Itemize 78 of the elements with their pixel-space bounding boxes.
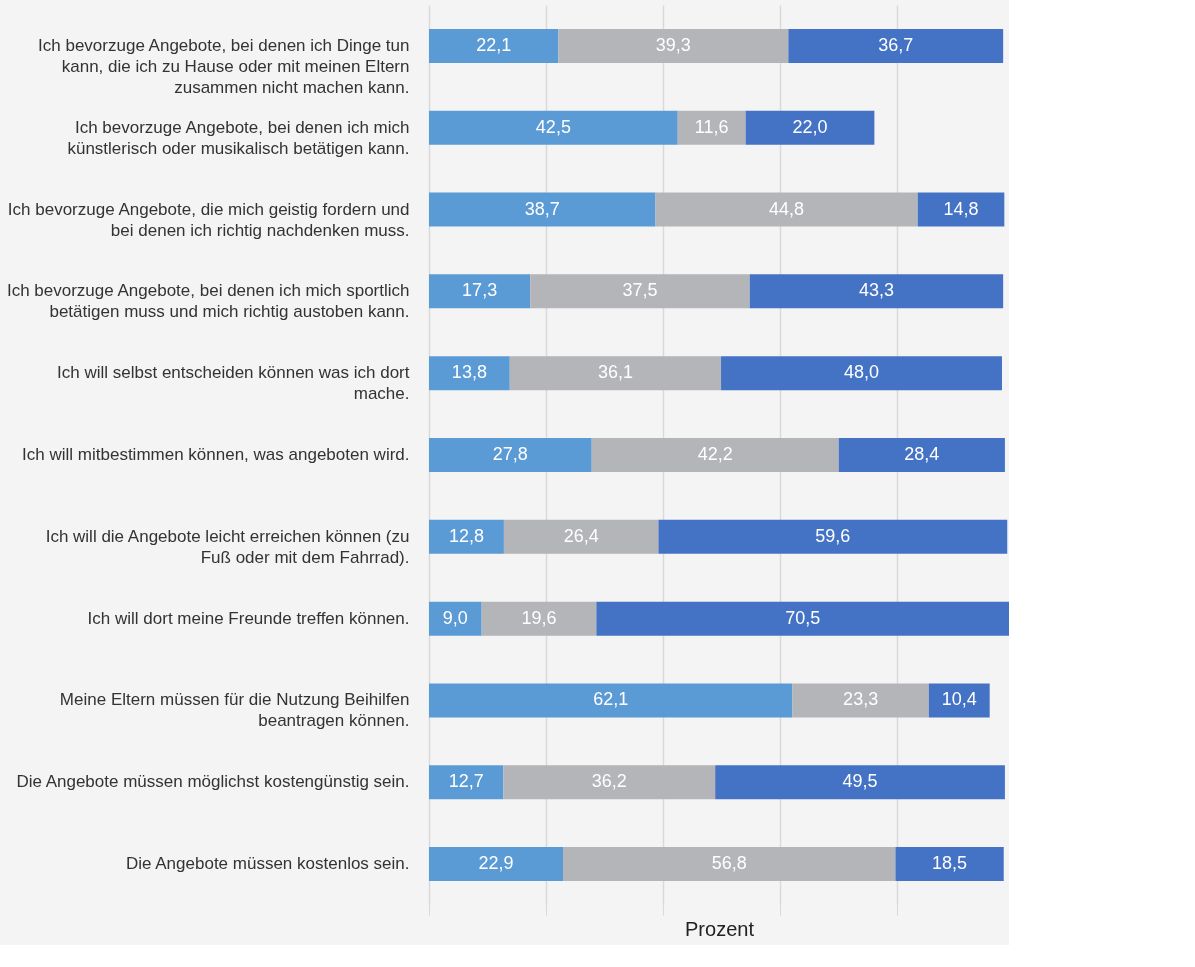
bar	[429, 683, 793, 718]
data-label: 23,3	[843, 689, 879, 710]
bar	[895, 847, 1004, 882]
bar	[596, 601, 1009, 636]
data-label: 70,5	[785, 607, 821, 628]
x-axis-title: Prozent	[685, 918, 755, 940]
bar	[503, 519, 659, 554]
data-label: 13,8	[451, 362, 487, 383]
data-label: 18,5	[932, 853, 968, 874]
data-label: 56,8	[711, 853, 747, 874]
data-label: 17,3	[462, 280, 498, 301]
bar	[429, 110, 678, 145]
data-label: 38,7	[524, 198, 560, 219]
bar	[429, 765, 504, 800]
data-label: 42,5	[535, 116, 571, 137]
data-label: 39,3	[655, 34, 691, 55]
bar	[792, 683, 929, 718]
y-tick-label: Ich will mitbestimmen können, was angeboten wird.	[22, 445, 410, 464]
bar	[749, 274, 1004, 309]
y-tick-label: Ich bevorzuge Angebote, bei denen ich mich künstlerisch oder musikalisch betätigen kann.	[67, 117, 410, 158]
data-label: 12,7	[448, 771, 484, 792]
data-label: 22,9	[478, 853, 514, 874]
bar	[429, 28, 559, 63]
bar	[429, 192, 656, 227]
y-tick-label: Ich bevorzuge Angebote, bei denen ich Dinge tun kann, die ich zu Hause oder mit meinen Eltern zusammen nicht machen kann.	[38, 35, 410, 97]
data-label: 22,1	[476, 34, 512, 55]
data-label: 12,8	[448, 525, 484, 546]
y-tick-label: Die Angebote müssen möglichst kostengünstig sein.	[16, 772, 410, 792]
y-tick-label: Ich will die Angebote leicht erreichen können (zu Fuß oder mit dem Fahrrad).	[45, 526, 410, 567]
bar	[928, 683, 990, 718]
y-tick-label: Ich will selbst entscheiden können was ich dort mache.	[57, 363, 410, 404]
data-label: 11,6	[694, 116, 729, 137]
y-tick-label: Ich bevorzuge Angebote, bei denen ich mich sportlich betätigen muss und mich richtig austoben kann.	[6, 281, 410, 322]
bar	[677, 110, 746, 145]
data-label: 36,7	[878, 34, 914, 55]
data-label: 36,2	[591, 771, 627, 792]
data-label: 22,0	[792, 116, 828, 137]
bar	[530, 274, 750, 309]
data-label: 62,1	[593, 689, 629, 710]
bar	[429, 601, 482, 636]
data-label: 9,0	[442, 607, 468, 628]
data-label: 36,1	[597, 362, 633, 383]
data-label: 14,8	[943, 198, 979, 219]
bar	[715, 765, 1005, 800]
bar	[481, 601, 597, 636]
bar	[503, 765, 716, 800]
data-label: 19,6	[521, 607, 557, 628]
data-label: 48,0	[843, 362, 880, 383]
bar	[429, 438, 592, 472]
bar	[658, 519, 1008, 554]
data-label: 42,2	[697, 444, 733, 464]
bar	[838, 438, 1005, 472]
bar	[655, 192, 918, 227]
bar	[558, 28, 789, 63]
bar	[563, 847, 896, 882]
data-label: 59,6	[815, 525, 851, 546]
bar	[429, 519, 504, 554]
y-tick-label: Meine Eltern müssen für die Nutzung Beihilfen beantragen können.	[59, 690, 410, 731]
y-tick-label: Die Angebote müssen kostenlos sein.	[125, 854, 410, 874]
data-label: 28,4	[904, 444, 940, 464]
bar	[591, 438, 839, 472]
bar	[917, 192, 1005, 227]
data-label: 43,3	[858, 280, 894, 301]
bar	[429, 847, 564, 882]
bar	[721, 356, 1002, 391]
data-label: 49,5	[842, 771, 878, 792]
bar	[788, 28, 1004, 63]
bar	[429, 274, 531, 309]
data-label: 44,8	[769, 198, 805, 219]
data-label: 26,4	[563, 525, 599, 546]
y-tick-label: Ich bevorzuge Angebote, die mich geistig fordern und bei denen ich richtig nachdenken muss.	[7, 199, 410, 240]
bar	[429, 356, 510, 391]
bar	[745, 110, 875, 145]
y-tick-label: Ich will dort meine Freunde treffen können.	[87, 608, 410, 628]
data-label: 10,4	[941, 689, 977, 710]
data-label: 27,8	[492, 444, 528, 464]
data-label: 37,5	[622, 280, 658, 301]
bar	[509, 356, 722, 391]
